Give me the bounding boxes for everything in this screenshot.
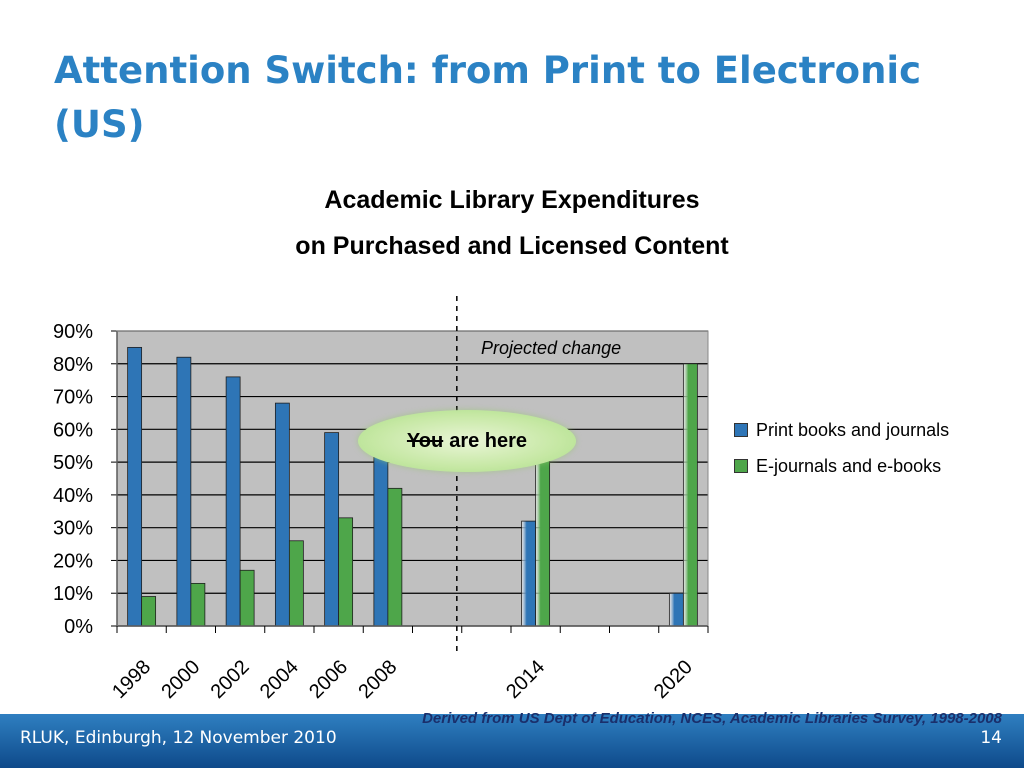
y-tick-label: 30%: [53, 518, 93, 540]
legend-label-print: Print books and journals: [756, 419, 950, 440]
page-number: 14: [980, 728, 1002, 748]
bar-electronic-2004: [288, 540, 304, 627]
x-tick-label-2020: 2020: [650, 656, 697, 703]
legend-swatch-electronic: [734, 459, 748, 473]
bar-print-2014: [521, 520, 537, 627]
y-tick-label: 50%: [53, 452, 93, 474]
bar-print-2000: [176, 356, 192, 627]
y-tick-label: 90%: [53, 321, 93, 343]
legend-item-print: Print books and journals: [734, 412, 949, 448]
bar-electronic-2020: [682, 363, 698, 627]
bar-electronic-2006: [338, 517, 354, 627]
footer-bar: RLUK, Edinburgh, 12 November 2010 14: [0, 714, 1024, 768]
projected-change-label: Projected change: [481, 338, 622, 358]
y-tick-label: 40%: [53, 485, 93, 507]
chart-legend: Print books and journals E-journals and …: [734, 412, 949, 484]
bar-print-2006: [324, 432, 340, 627]
y-tick-label: 70%: [53, 387, 93, 409]
x-tick-label-2014: 2014: [502, 656, 549, 703]
callout-struck-word: You: [406, 429, 444, 452]
bar-electronic-2002: [239, 569, 255, 627]
legend-swatch-print: [734, 423, 748, 437]
legend-item-electronic: E-journals and e-books: [734, 448, 949, 484]
x-tick-label-2004: 2004: [256, 656, 303, 703]
bar-print-2002: [225, 376, 241, 627]
x-tick-label-1998: 1998: [108, 656, 155, 703]
bar-electronic-1998: [141, 596, 157, 627]
legend-label-electronic: E-journals and e-books: [756, 455, 942, 476]
x-tick-label-2008: 2008: [354, 656, 401, 703]
footer-event: RLUK, Edinburgh, 12 November 2010: [20, 728, 337, 748]
x-tick-label-2000: 2000: [157, 656, 204, 703]
chart-title-line-1: Academic Library Expenditures: [324, 186, 700, 214]
plot-area: [117, 331, 708, 626]
y-tick-label: 0%: [64, 616, 93, 638]
bar-print-1998: [127, 346, 143, 627]
callout-text: are here: [449, 429, 528, 452]
chart-title-line-2: on Purchased and Licensed Content: [295, 232, 729, 260]
bar-print-2020: [668, 592, 684, 627]
bar-print-2008: [373, 455, 389, 627]
x-tick-label-2002: 2002: [207, 656, 254, 703]
y-tick-label: 60%: [53, 419, 93, 441]
y-tick-label: 20%: [53, 550, 93, 572]
bar-electronic-2000: [190, 582, 206, 627]
bar-electronic-2008: [387, 487, 403, 627]
slide-title: Attention Switch: from Print to Electron…: [54, 49, 922, 146]
y-tick-label: 10%: [53, 583, 93, 605]
y-tick-label: 80%: [53, 354, 93, 376]
you-are-here-callout: You are here: [358, 410, 576, 472]
bar-print-2004: [274, 402, 290, 627]
x-tick-label-2006: 2006: [305, 656, 352, 703]
source-citation: Derived from US Dept of Education, NCES,…: [422, 710, 1002, 727]
